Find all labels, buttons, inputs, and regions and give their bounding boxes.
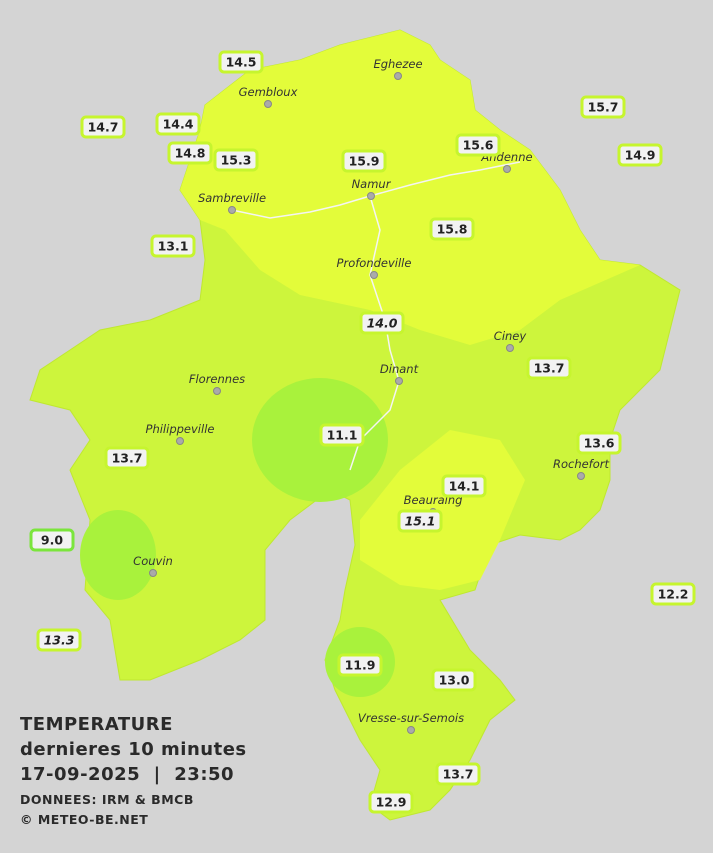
station-value: 14.5	[226, 55, 257, 70]
city-name: Florennes	[189, 372, 245, 386]
city-name: Couvin	[133, 554, 173, 568]
station-box	[429, 217, 475, 241]
station-value: 9.0	[41, 533, 63, 548]
station-box	[435, 762, 481, 786]
station-value: 15.1	[405, 514, 436, 529]
station-box	[359, 311, 405, 335]
station-box	[319, 423, 365, 447]
station-box	[341, 149, 387, 173]
station-box	[526, 356, 572, 380]
city-dot	[264, 100, 272, 108]
source: DONNEES: IRM & BMCB	[20, 792, 194, 807]
station-value: 15.9	[349, 154, 380, 169]
city-dot	[176, 437, 184, 445]
warm-zone	[180, 30, 640, 345]
city-name: Dinant	[380, 362, 419, 376]
city-dot	[407, 726, 415, 734]
station-box	[337, 653, 383, 677]
labels: TEMPERATURE dernieres 10 minutes 17-09-2…	[20, 714, 247, 827]
station-value: 15.7	[588, 100, 619, 115]
station-value: 15.8	[437, 222, 468, 237]
city-name: Ciney	[494, 329, 527, 343]
station-value: 12.2	[658, 587, 689, 602]
station-value: 14.8	[175, 146, 206, 161]
station-value: 12.9	[376, 795, 407, 810]
station-box	[104, 446, 150, 470]
station-box	[368, 790, 414, 814]
city-dot	[395, 377, 403, 385]
city-dot	[370, 271, 378, 279]
station-value: 13.7	[443, 767, 474, 782]
station-box	[29, 528, 75, 552]
credit: © METEO-BE.NET	[20, 812, 148, 827]
city-name: Sambreville	[198, 191, 266, 205]
station-value: 13.0	[439, 673, 470, 688]
city-dot	[577, 472, 585, 480]
station-box	[441, 474, 487, 498]
station-box	[397, 509, 443, 533]
station-value: 13.3	[44, 633, 75, 648]
station-box	[650, 582, 696, 606]
station-value: 14.0	[367, 316, 398, 331]
title-line: TEMPERATURE	[20, 714, 173, 735]
station-box	[150, 234, 196, 258]
city-name: Namur	[352, 177, 392, 191]
station-value: 11.9	[345, 658, 376, 673]
city-name: Rochefort	[553, 457, 610, 471]
cool-zone	[80, 510, 156, 600]
station-value: 13.7	[112, 451, 143, 466]
title-line: dernieres 10 minutes	[20, 739, 247, 760]
station-box	[80, 115, 126, 139]
station-value: 15.3	[221, 153, 252, 168]
city-dot	[367, 192, 375, 200]
warm-zone	[360, 430, 525, 590]
city-name: Eghezee	[373, 57, 422, 71]
city-dot	[213, 387, 221, 395]
city-name: Vresse-sur-Semois	[358, 711, 464, 725]
station-value: 11.1	[327, 428, 358, 443]
station-value: 14.7	[88, 120, 119, 135]
station-box	[580, 95, 626, 119]
station-value: 15.6	[463, 138, 494, 153]
city-name: Philippeville	[146, 422, 215, 436]
station-box	[167, 141, 213, 165]
title-line: 17-09-2025 | 23:50	[20, 764, 234, 785]
station-box	[576, 431, 622, 455]
station-value: 14.1	[449, 479, 480, 494]
city-dot	[228, 206, 236, 214]
station-box	[218, 50, 264, 74]
station-value: 14.9	[625, 148, 656, 163]
city-name: Profondeville	[337, 256, 412, 270]
station-box	[617, 143, 663, 167]
city-dot	[394, 72, 402, 80]
city-dot	[506, 344, 514, 352]
station-value: 14.4	[163, 117, 194, 132]
city-dot	[149, 569, 157, 577]
station-box	[213, 148, 259, 172]
city-dot	[503, 165, 511, 173]
station-value: 13.6	[584, 436, 615, 451]
station-value: 13.1	[158, 239, 189, 254]
station-box	[455, 133, 501, 157]
city-name: Gembloux	[239, 85, 298, 99]
station-box	[155, 112, 201, 136]
station-box	[36, 628, 82, 652]
station-value: 13.7	[534, 361, 565, 376]
station-box	[431, 668, 477, 692]
